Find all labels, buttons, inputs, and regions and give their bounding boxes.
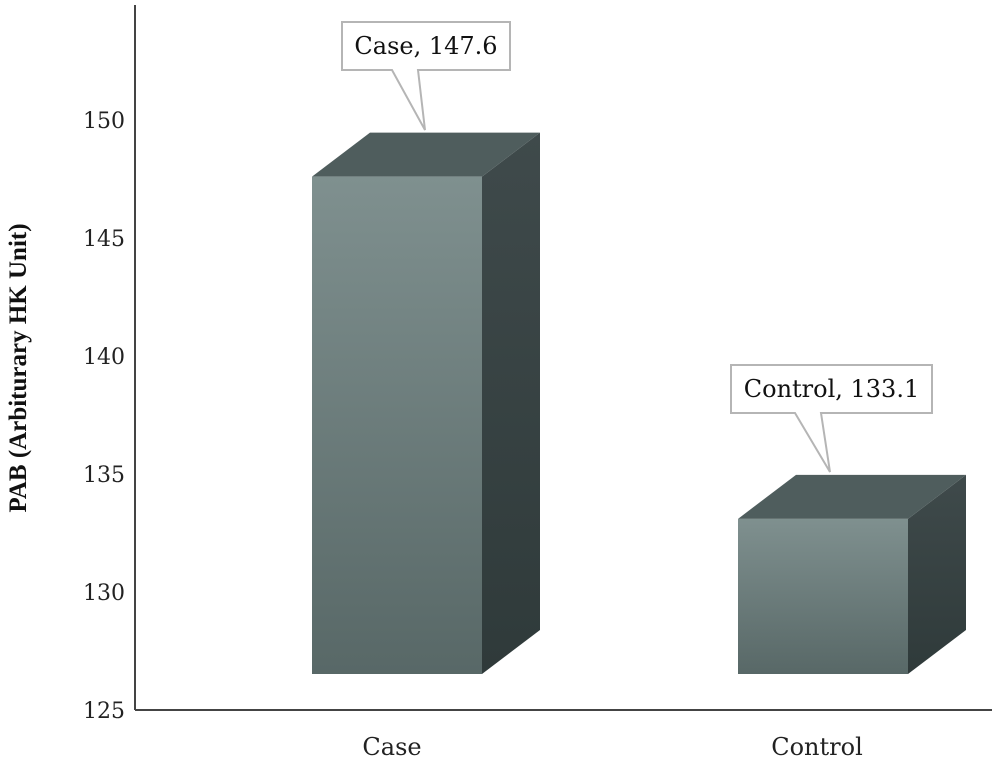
data-label-callout: Case, 147.6: [341, 21, 511, 131]
bar-front-face: [738, 518, 908, 674]
bar-control: [738, 474, 966, 674]
y-tick-label: 135: [83, 463, 125, 488]
data-label-callout: Control, 133.1: [730, 364, 933, 473]
bars: [312, 132, 966, 674]
x-category-labels: Case Control: [362, 733, 862, 761]
axes: [134, 5, 992, 711]
x-category-label: Control: [771, 733, 863, 761]
callout-box: [341, 21, 511, 131]
y-tick-label: 150: [83, 109, 125, 134]
y-tick-label: 145: [83, 227, 125, 252]
bar-front-face: [312, 176, 482, 674]
bar-top-face: [312, 132, 540, 177]
data-label: Case, 147.6: [354, 32, 497, 60]
data-label: Control, 133.1: [744, 375, 919, 403]
y-tick-label: 130: [83, 581, 125, 606]
callout-box: [730, 364, 933, 473]
x-category-label: Case: [362, 733, 421, 761]
bar-side-face: [908, 474, 966, 674]
y-tick-label: 140: [83, 345, 125, 370]
bar-case: [312, 132, 540, 674]
bar-top-face: [738, 474, 966, 519]
y-axis-label: PAB (Arbiturary HK Unit): [5, 223, 32, 512]
data-labels: Case, 147.6 Control, 133.1: [341, 21, 933, 473]
y-tick-label: 125: [83, 699, 125, 724]
bar-side-face: [482, 132, 540, 674]
y-tick-labels: 125 130 135 140 145 150: [83, 109, 125, 724]
